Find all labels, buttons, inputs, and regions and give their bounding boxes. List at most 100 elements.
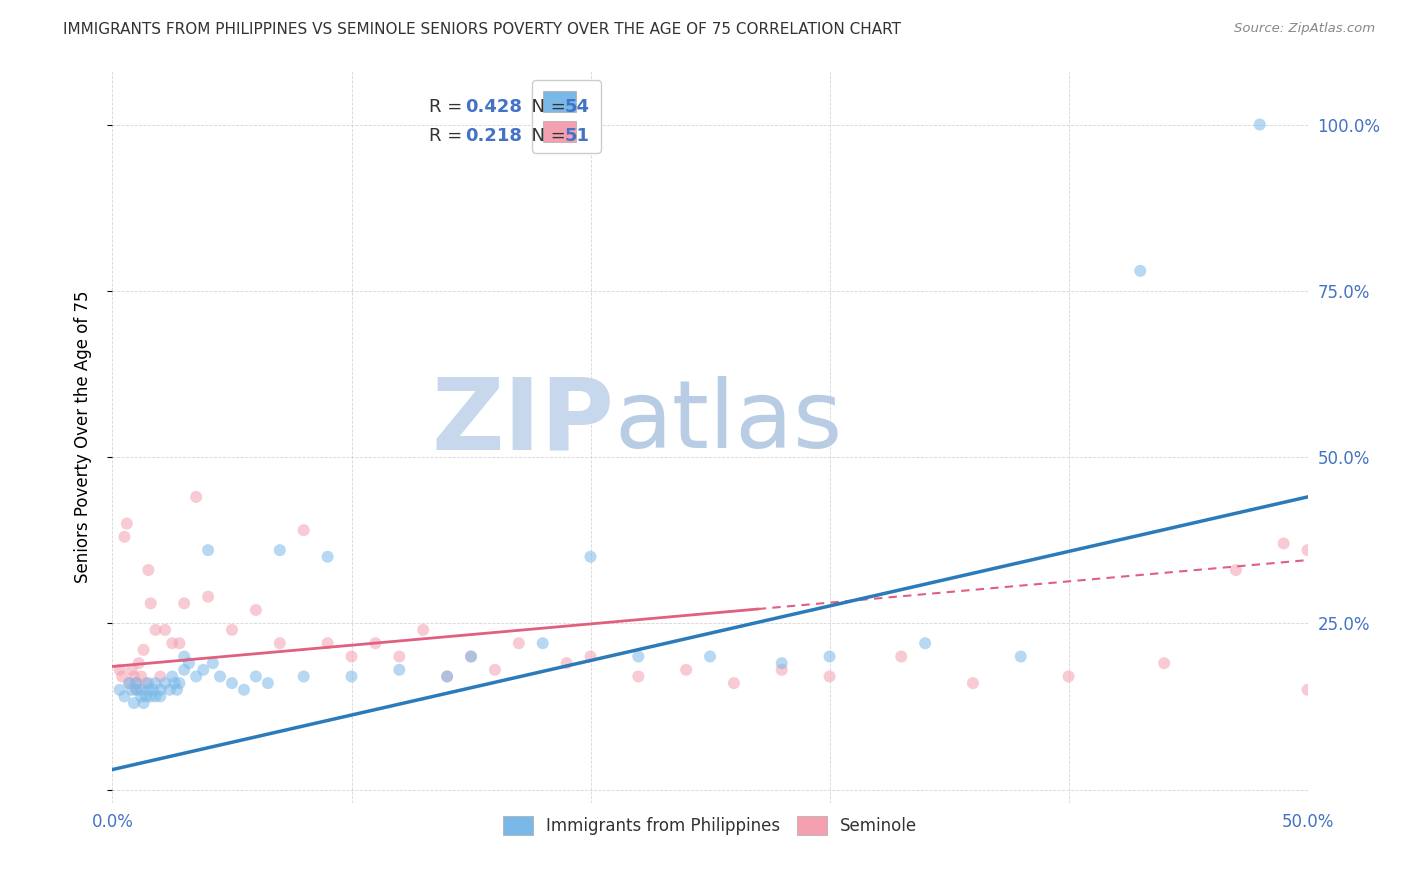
Point — [149, 690, 172, 704]
Point — [125, 682, 148, 697]
Point — [221, 676, 243, 690]
Point — [139, 596, 162, 610]
Point — [169, 636, 191, 650]
Text: 0.428: 0.428 — [465, 97, 522, 116]
Point — [173, 663, 195, 677]
Point — [340, 649, 363, 664]
Legend: Immigrants from Philippines, Seminole: Immigrants from Philippines, Seminole — [496, 809, 924, 842]
Point — [125, 682, 148, 697]
Point — [122, 669, 145, 683]
Point — [1296, 682, 1319, 697]
Point — [142, 682, 165, 697]
Text: Source: ZipAtlas.com: Source: ZipAtlas.com — [1234, 22, 1375, 36]
Point — [770, 663, 793, 677]
Point — [132, 696, 155, 710]
Point — [627, 649, 650, 664]
Point — [292, 669, 315, 683]
Point — [173, 596, 195, 610]
Point — [128, 656, 150, 670]
Point — [818, 649, 841, 664]
Point — [770, 656, 793, 670]
Point — [460, 649, 482, 664]
Point — [166, 682, 188, 697]
Text: 54: 54 — [564, 97, 589, 116]
Point — [1010, 649, 1032, 664]
Point — [627, 669, 650, 683]
Point — [245, 669, 267, 683]
Point — [723, 676, 745, 690]
Point — [108, 682, 131, 697]
Point — [145, 623, 167, 637]
Point — [555, 656, 578, 670]
Point — [1225, 563, 1247, 577]
Point — [531, 636, 554, 650]
Text: IMMIGRANTS FROM PHILIPPINES VS SEMINOLE SENIORS POVERTY OVER THE AGE OF 75 CORRE: IMMIGRANTS FROM PHILIPPINES VS SEMINOLE … — [63, 22, 901, 37]
Point — [233, 682, 256, 697]
Point — [149, 669, 172, 683]
Point — [125, 676, 148, 690]
Point — [115, 516, 138, 531]
Point — [508, 636, 530, 650]
Text: ZIP: ZIP — [432, 374, 614, 471]
Point — [1296, 543, 1319, 558]
Point — [962, 676, 984, 690]
Point — [914, 636, 936, 650]
Point — [114, 690, 135, 704]
Point — [186, 669, 208, 683]
Point — [412, 623, 434, 637]
Point — [139, 690, 162, 704]
Point — [125, 676, 148, 690]
Point — [269, 636, 291, 650]
Point — [364, 636, 387, 650]
Text: R =: R = — [429, 127, 468, 145]
Point — [118, 676, 141, 690]
Point — [201, 656, 224, 670]
Point — [129, 682, 152, 697]
Text: N =: N = — [520, 127, 571, 145]
Point — [1272, 536, 1295, 550]
Point — [484, 663, 506, 677]
Point — [122, 696, 145, 710]
Point — [818, 669, 841, 683]
Point — [579, 649, 602, 664]
Point — [699, 649, 721, 664]
Point — [159, 682, 181, 697]
Point — [460, 649, 482, 664]
Point — [132, 643, 155, 657]
Point — [316, 636, 339, 650]
Point — [153, 623, 176, 637]
Y-axis label: Seniors Poverty Over the Age of 75: Seniors Poverty Over the Age of 75 — [73, 291, 91, 583]
Point — [163, 676, 186, 690]
Point — [675, 663, 697, 677]
Point — [121, 682, 143, 697]
Point — [340, 669, 363, 683]
Point — [197, 590, 219, 604]
Point — [186, 490, 208, 504]
Text: atlas: atlas — [614, 376, 842, 468]
Point — [177, 656, 200, 670]
Point — [436, 669, 458, 683]
Point — [129, 669, 152, 683]
Point — [169, 676, 191, 690]
Text: R =: R = — [429, 97, 468, 116]
Point — [162, 669, 183, 683]
Point — [292, 523, 315, 537]
Point — [135, 676, 157, 690]
Point — [1057, 669, 1080, 683]
Point — [145, 690, 167, 704]
Point — [135, 690, 157, 704]
Point — [209, 669, 232, 683]
Point — [245, 603, 267, 617]
Point — [1153, 656, 1175, 670]
Point — [193, 663, 215, 677]
Point — [114, 530, 135, 544]
Point — [1129, 264, 1152, 278]
Point — [111, 669, 134, 683]
Text: N =: N = — [520, 97, 571, 116]
Point — [269, 543, 291, 558]
Text: 51: 51 — [564, 127, 589, 145]
Point — [145, 676, 167, 690]
Point — [579, 549, 602, 564]
Point — [1249, 118, 1271, 132]
Point — [890, 649, 912, 664]
